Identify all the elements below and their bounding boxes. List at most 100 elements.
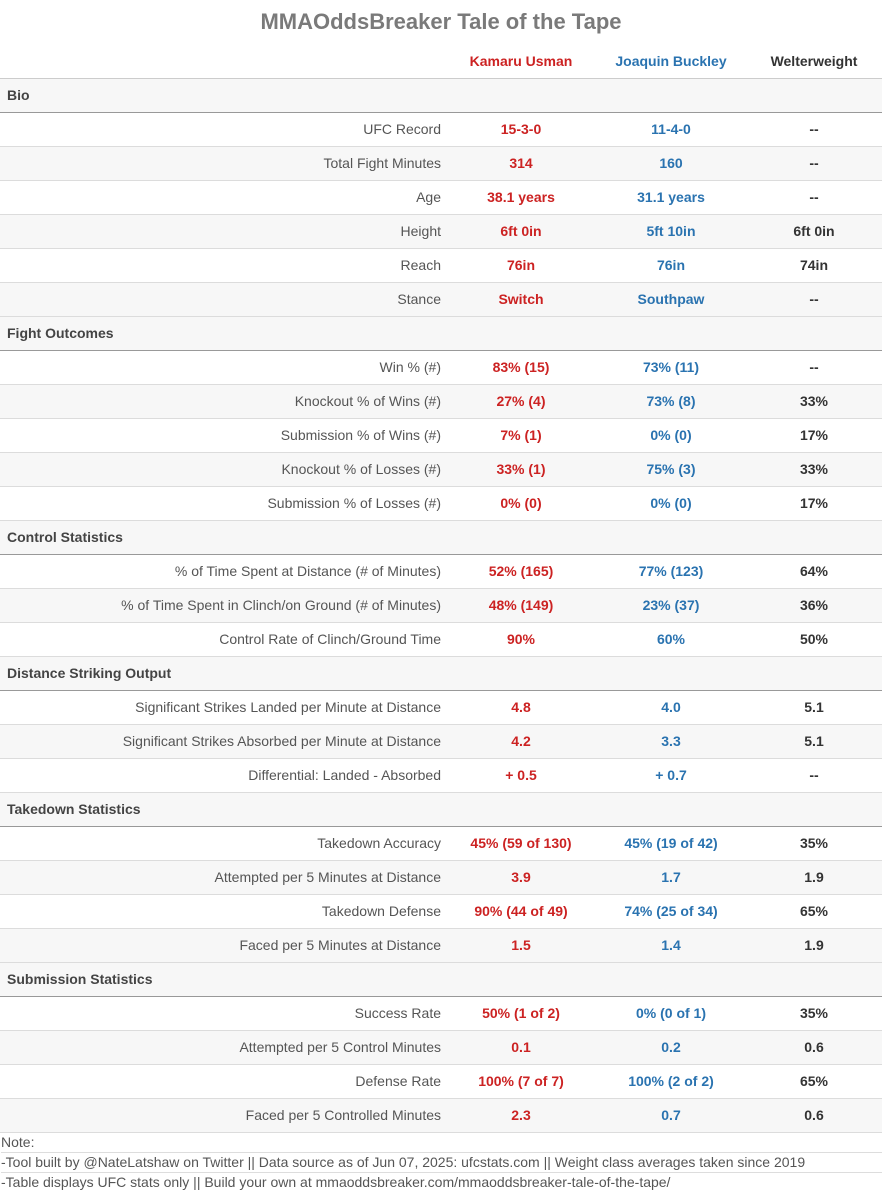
fighter1-value: 314: [509, 155, 533, 171]
table-row: % of Time Spent at Distance (# of Minute…: [0, 555, 882, 589]
table-row: Takedown Defense 90% (44 of 49) 74% (25 of…: [0, 895, 882, 929]
fighter2-value: 31.1 years: [637, 189, 705, 205]
section-header: Control Statistics: [0, 521, 882, 555]
table-row: Differential: Landed - Absorbed + 0.5 + 0.…: [0, 759, 882, 793]
page-title: MMAOddsBreaker Tale of the Tape: [260, 9, 622, 34]
fighter2-value: 45% (19 of 42): [624, 835, 718, 851]
fighter2-value: 77% (123): [638, 563, 704, 579]
fighter1-value: + 0.5: [505, 767, 537, 783]
fighter2-value: 75% (3): [646, 461, 696, 477]
fighter2-value: 11-4-0: [651, 121, 691, 137]
fighter1-value: 4.2: [511, 733, 531, 749]
weightclass-average: 6ft 0in: [793, 223, 835, 239]
table-row: Attempted per 5 Minutes at Distance 3.9 1.…: [0, 861, 882, 895]
table-row: Control Rate of Clinch/Ground Time 90% 60%…: [0, 623, 882, 657]
weightclass-average: 33%: [799, 461, 829, 477]
table-row: Attempted per 5 Control Minutes 0.1 0.2 0.6: [0, 1031, 882, 1065]
fighter1-value: 100% (7 of 7): [478, 1073, 564, 1089]
table-row: UFC Record 15-3-0 11-4-0 --: [0, 113, 882, 147]
fighter1-value: 33% (1): [496, 461, 546, 477]
fighter1-value: 90% (44 of 49): [474, 903, 568, 919]
table-row: Age 38.1 years 31.1 years --: [0, 181, 882, 215]
table-row: Defense Rate 100% (7 of 7) 100% (2 of 2) 65…: [0, 1065, 882, 1099]
table-row: Success Rate 50% (1 of 2) 0% (0 of 1) 35%: [0, 997, 882, 1031]
row-label: Age: [416, 189, 441, 205]
table-row: % of Time Spent in Clinch/on Ground (# o…: [0, 589, 882, 623]
fighter1-value: 15-3-0: [500, 121, 542, 137]
weightclass-average: 0.6: [804, 1039, 824, 1055]
weightclass-average: --: [809, 291, 819, 307]
fighter1-value: 50% (1 of 2): [482, 1005, 560, 1021]
fighter1-value: Switch: [498, 291, 544, 307]
weightclass-average: 65%: [799, 1073, 829, 1089]
weightclass-average: 33%: [799, 393, 829, 409]
note-line: -Tool built by @NateLatshaw on Twitter |…: [1, 1153, 882, 1173]
weightclass-average: 5.1: [804, 699, 824, 715]
note-heading: Note:: [1, 1133, 882, 1153]
table-row: Knockout % of Losses (#) 33% (1) 75% (3) 33…: [0, 453, 882, 487]
fighter1-value: 7% (1): [500, 427, 542, 443]
table-row: Knockout % of Wins (#) 27% (4) 73% (8) 33%: [0, 385, 882, 419]
notes: Note: -Tool built by @NateLatshaw on Twi…: [0, 1133, 882, 1192]
row-label: Control Rate of Clinch/Ground Time: [219, 631, 441, 647]
fighter2-value: 100% (2 of 2): [628, 1073, 714, 1089]
fighter1-value: 83% (15): [492, 359, 550, 375]
fighter2-value: + 0.7: [655, 767, 687, 783]
fighter2-header: Joaquin Buckley: [615, 53, 727, 69]
table-row: Takedown Accuracy 45% (59 of 130) 45% (19 …: [0, 827, 882, 861]
fighter2-value: 0.7: [661, 1107, 681, 1123]
row-label: Takedown Defense: [321, 903, 441, 919]
fighter1-value: 0% (0): [500, 495, 542, 511]
fighter2-value: 0% (0): [650, 427, 692, 443]
row-label: Success Rate: [354, 1005, 441, 1021]
weightclass-average: --: [809, 121, 819, 137]
fighter2-value: 3.3: [661, 733, 681, 749]
row-label: Submission % of Losses (#): [267, 495, 441, 511]
row-label: UFC Record: [363, 121, 441, 137]
table-row: Total Fight Minutes 314 160 --: [0, 147, 882, 181]
section-header: Bio: [0, 79, 882, 113]
fighter1-value: 27% (4): [496, 393, 546, 409]
column-header-row: Kamaru Usman Joaquin Buckley Welterweigh…: [0, 44, 882, 79]
fighter2-value: 73% (8): [646, 393, 696, 409]
section-header: Distance Striking Output: [0, 657, 882, 691]
section-header: Submission Statistics: [0, 963, 882, 997]
table-row: Submission % of Losses (#) 0% (0) 0% (0) 17…: [0, 487, 882, 521]
weightclass-header: Welterweight: [770, 53, 858, 69]
weightclass-average: 35%: [799, 1005, 829, 1021]
row-label: Defense Rate: [355, 1073, 441, 1089]
row-label: Total Fight Minutes: [323, 155, 442, 171]
row-label: Significant Strikes Landed per Minute at…: [135, 699, 441, 715]
fighter1-value: 52% (165): [488, 563, 554, 579]
section-header: Takedown Statistics: [0, 793, 882, 827]
row-label: Faced per 5 Controlled Minutes: [245, 1107, 441, 1123]
row-label: Knockout % of Wins (#): [294, 393, 441, 409]
weightclass-average: 65%: [799, 903, 829, 919]
row-label: Significant Strikes Absorbed per Minute …: [122, 733, 441, 749]
row-label: Submission % of Wins (#): [280, 427, 441, 443]
weightclass-average: --: [809, 155, 819, 171]
row-label: Height: [400, 223, 441, 239]
table-row: Significant Strikes Absorbed per Minute …: [0, 725, 882, 759]
row-label: Stance: [397, 291, 441, 307]
fighter2-value: 60%: [656, 631, 686, 647]
row-label: Takedown Accuracy: [317, 835, 441, 851]
fighter2-value: 23% (37): [642, 597, 700, 613]
weightclass-average: 64%: [799, 563, 829, 579]
weightclass-average: 17%: [799, 427, 829, 443]
row-label: Knockout % of Losses (#): [281, 461, 441, 477]
fighter1-value: 6ft 0in: [500, 223, 542, 239]
table-row: Win % (#) 83% (15) 73% (11) --: [0, 351, 882, 385]
weightclass-average: 50%: [799, 631, 829, 647]
section-header: Fight Outcomes: [0, 317, 882, 351]
weightclass-average: --: [809, 189, 819, 205]
table-row: Submission % of Wins (#) 7% (1) 0% (0) 17%: [0, 419, 882, 453]
row-label: Reach: [400, 257, 441, 273]
fighter1-value: 3.9: [511, 869, 531, 885]
fighter2-value: 73% (11): [642, 359, 700, 375]
weightclass-average: --: [809, 767, 819, 783]
fighter2-value: 0% (0 of 1): [635, 1005, 706, 1021]
weightclass-average: 1.9: [804, 869, 824, 885]
table-row: Faced per 5 Minutes at Distance 1.5 1.4 1.9: [0, 929, 882, 963]
weightclass-average: 74in: [799, 257, 828, 273]
